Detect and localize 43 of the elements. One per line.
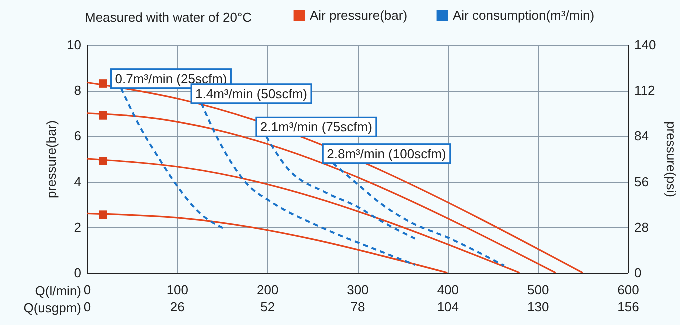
annotation: 2.1m³/min (75scfm) <box>260 120 372 135</box>
annotation: 0.7m³/min (25scfm) <box>115 71 228 86</box>
x2-tick-label: 52 <box>260 300 276 314</box>
point <box>99 111 108 120</box>
y2-tick-label: 56 <box>634 174 649 190</box>
y2-tick-label: 0 <box>634 266 642 280</box>
legend-label: Air pressure(bar) <box>310 8 408 23</box>
x-tick-label: 100 <box>166 282 189 298</box>
x2-tick-label: 0 <box>84 300 92 314</box>
x-tick-label: 0 <box>84 282 92 298</box>
y-tick-label: 6 <box>74 128 82 144</box>
y2-tick-label: 84 <box>634 128 649 144</box>
point <box>99 80 108 88</box>
y-tick-label: 4 <box>74 174 82 190</box>
x2-tick-label: 78 <box>350 300 366 314</box>
y-axis-title: pressure(bar) <box>44 120 60 199</box>
x2-tick-label: 104 <box>437 300 460 314</box>
line-series <box>332 162 506 267</box>
point <box>99 157 108 166</box>
point <box>99 210 108 220</box>
legend-label: Air consumption(m³/min) <box>453 8 595 23</box>
line-series <box>86 112 557 274</box>
x2-tick-label: 156 <box>618 300 640 314</box>
x2-tick-label: 26 <box>170 300 185 314</box>
text: Measured with water of 20°C <box>85 10 252 25</box>
x-tick-label: 200 <box>256 282 279 298</box>
y2-axis-title: pressure(psi) <box>664 122 680 198</box>
x2-axis-title: Q(usgpm) <box>24 300 82 316</box>
y-tick-label: 0 <box>74 266 82 280</box>
y2-tick-label: 28 <box>634 220 649 235</box>
x2-tick-label: 130 <box>527 300 550 314</box>
y2-tick-label: 140 <box>634 38 656 52</box>
y-tick-label: 2 <box>74 220 82 235</box>
x-tick-label: 600 <box>618 282 640 298</box>
annotation: 2.8m³/min (100scfm) <box>327 146 446 162</box>
x-axis-title: Q(l/min) <box>35 284 82 298</box>
x-tick-label: 400 <box>437 282 460 298</box>
x-tick-label: 500 <box>527 282 550 298</box>
x-tick-label: 300 <box>347 282 369 298</box>
y2-tick-label: 112 <box>634 83 656 98</box>
y-tick-label: 8 <box>74 83 82 98</box>
y-tick-label: 10 <box>67 38 82 52</box>
annotation: 1.4m³/min (50scfm) <box>196 86 308 102</box>
